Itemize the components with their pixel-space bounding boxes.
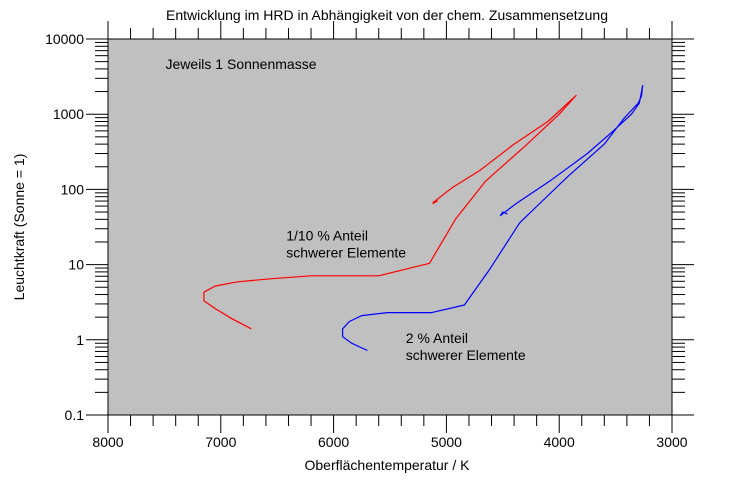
x-tick-label: 4000 [544, 434, 575, 450]
annotation-line: schwerer Elemente [286, 244, 406, 260]
y-tick-label: 1 [76, 332, 84, 348]
annotation-3: 2 % Anteil schwerer Elemente [406, 330, 526, 363]
series-group [203, 84, 644, 352]
plot-area [107, 38, 673, 416]
chart-title: Entwicklung im HRD in Abhängigkeit von d… [166, 7, 608, 23]
annotation-line: 2 % Anteil [406, 330, 468, 346]
x-tick-label: 3000 [656, 434, 687, 450]
annotation-line: schwerer Elemente [406, 347, 526, 363]
y-tick-label: 1000 [53, 106, 84, 122]
tick-labels: 8000 7000 6000 5000 4000 3000 0.1 1 10 100 1000 100… [45, 31, 688, 450]
annotation-line: 1/10 % Anteil [286, 227, 368, 243]
series-line-2 [342, 84, 644, 352]
x-axis-label: Oberflächentemperatur / K [305, 457, 471, 473]
axis-ticks [86, 21, 694, 433]
y-tick-label: 100 [61, 181, 85, 197]
x-tick-label: 5000 [431, 434, 462, 450]
y-tick-label: 10 [68, 257, 84, 273]
annotation-2: 1/10 % Anteil schwerer Elemente [286, 227, 406, 260]
x-tick-label: 7000 [205, 434, 236, 450]
x-tick-label: 8000 [92, 434, 123, 450]
annotation-line: Jeweils 1 Sonnenmasse [166, 56, 317, 72]
y-tick-label: 10000 [45, 31, 84, 47]
annotation-1: Jeweils 1 Sonnenmasse [166, 56, 317, 72]
y-axis-label: Leuchtkraft (Sonne = 1) [11, 154, 27, 301]
x-tick-label: 6000 [318, 434, 349, 450]
y-tick-label: 0.1 [65, 407, 85, 423]
series-line-1 [203, 94, 577, 330]
